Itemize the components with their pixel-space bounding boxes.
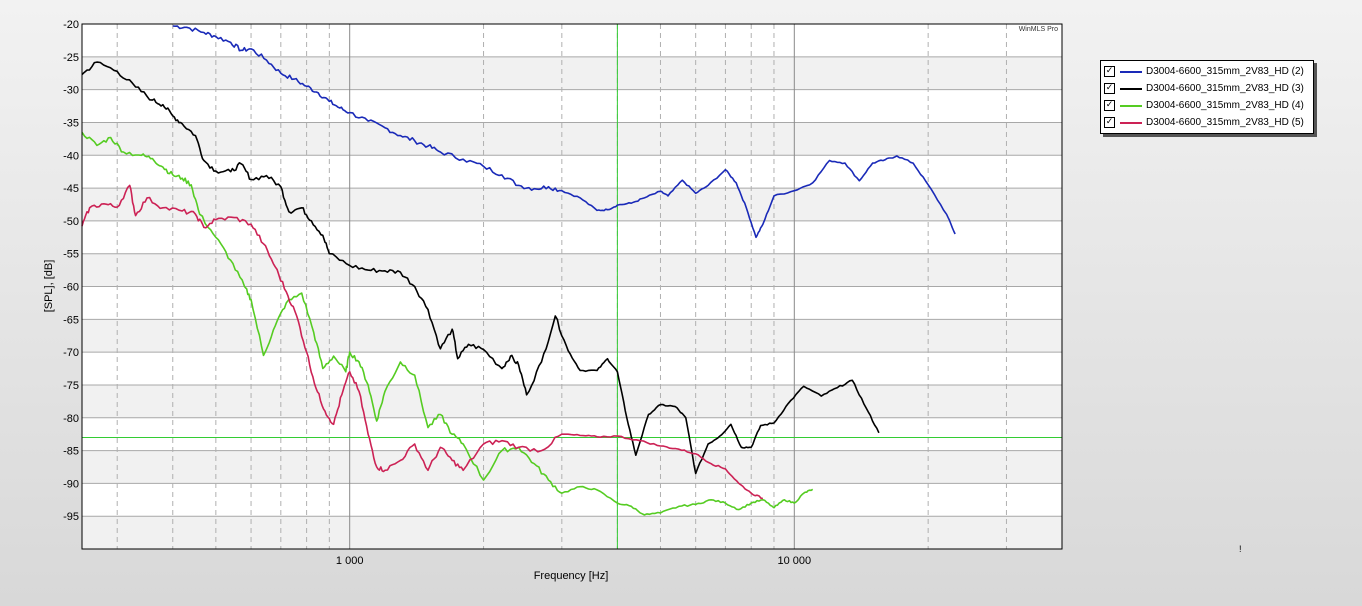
- plot-band: [82, 516, 1062, 549]
- legend-swatch: [1120, 104, 1142, 107]
- y-tick-label: -85: [63, 446, 79, 458]
- plot-band: [82, 188, 1062, 221]
- legend-entry[interactable]: ✓ D3004-6600_315mm_2V83_HD (3): [1101, 80, 1313, 97]
- y-tick-label: -80: [63, 413, 79, 425]
- y-axis-ticks: -20 -25 -30 -35 -40 -45 -50 -55 -60 -65 -70 -75 -80 -…: [63, 19, 79, 523]
- y-tick-label: -90: [63, 478, 79, 490]
- y-axis-label: [SPL], [dB]: [43, 260, 55, 313]
- y-tick-label: -70: [63, 347, 79, 359]
- y-tick-label: -45: [63, 183, 79, 195]
- plot-band: [82, 384, 1062, 418]
- y-tick-label: -75: [63, 380, 79, 392]
- watermark: WinMLS Pro: [1019, 26, 1058, 33]
- grid: [82, 24, 1062, 549]
- x-tick-label: 1 000: [336, 555, 364, 567]
- legend-entry[interactable]: ✓ D3004-6600_315mm_2V83_HD (5): [1101, 114, 1313, 131]
- legend-checkbox[interactable]: ✓: [1104, 83, 1115, 94]
- legend-entry[interactable]: ✓ D3004-6600_315mm_2V83_HD (4): [1101, 97, 1313, 114]
- legend-checkbox[interactable]: ✓: [1104, 66, 1115, 77]
- plot-band: [82, 450, 1062, 484]
- y-tick-label: -20: [63, 19, 79, 31]
- legend-label: D3004-6600_315mm_2V83_HD (5): [1146, 117, 1304, 128]
- legend-swatch: [1120, 87, 1142, 90]
- series: [81, 25, 956, 516]
- x-axis-label: Frequency [Hz]: [534, 570, 609, 582]
- legend-swatch: [1120, 70, 1142, 73]
- legend-checkbox[interactable]: ✓: [1104, 117, 1115, 128]
- plot-frame: [81, 23, 1063, 550]
- y-tick-label: -40: [63, 150, 79, 162]
- series-line-2: [81, 61, 880, 475]
- y-tick-label: -25: [63, 52, 79, 64]
- y-tick-label: -65: [63, 314, 79, 326]
- plot-band: [82, 122, 1062, 156]
- plot-band: [82, 319, 1062, 353]
- legend-label: D3004-6600_315mm_2V83_HD (2): [1146, 66, 1304, 77]
- legend-entry[interactable]: ✓ D3004-6600_315mm_2V83_HD (2): [1101, 63, 1313, 80]
- y-tick-label: -50: [63, 216, 79, 228]
- series-line-3: [81, 131, 814, 516]
- cursor[interactable]: [82, 24, 1062, 549]
- plot-band: [82, 253, 1062, 287]
- y-tick-label: -55: [63, 249, 79, 261]
- stray-mark: !: [1239, 544, 1242, 554]
- plot-background: [82, 56, 1062, 549]
- legend-label: D3004-6600_315mm_2V83_HD (3): [1146, 83, 1304, 94]
- legend: ✓ D3004-6600_315mm_2V83_HD (2) ✓ D3004-6600…: [1100, 60, 1314, 134]
- x-tick-label: 10 000: [777, 555, 811, 567]
- series-line-1: [172, 25, 956, 239]
- legend-swatch: [1120, 121, 1142, 124]
- plot-band: [82, 56, 1062, 90]
- series-line-4: [81, 184, 764, 500]
- y-tick-label: -95: [63, 511, 79, 523]
- x-axis-ticks: 1 000 10 000: [336, 555, 811, 567]
- y-tick-label: -60: [63, 282, 79, 294]
- legend-checkbox[interactable]: ✓: [1104, 100, 1115, 111]
- legend-label: D3004-6600_315mm_2V83_HD (4): [1146, 100, 1304, 111]
- y-tick-label: -35: [63, 117, 79, 129]
- y-tick-label: -30: [63, 85, 79, 97]
